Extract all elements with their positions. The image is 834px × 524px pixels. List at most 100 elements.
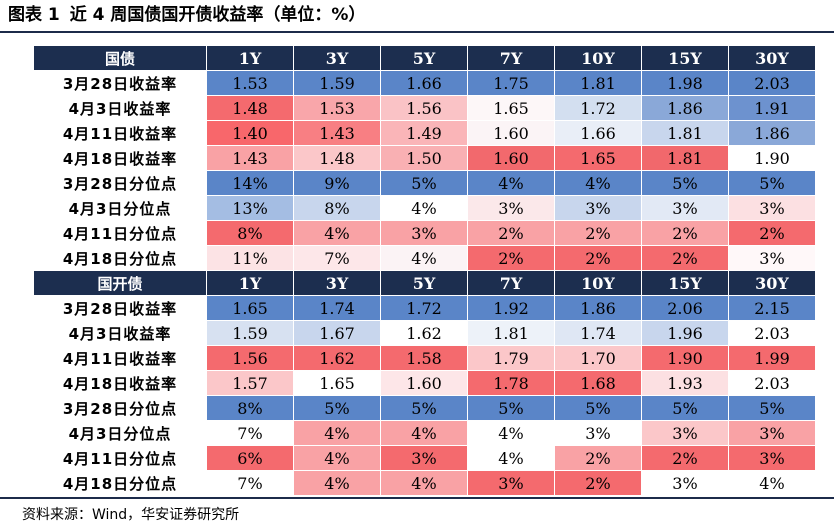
section-header-row: 国开债 1Y 3Y 5Y 7Y 10Y 15Y 30Y bbox=[33, 270, 816, 296]
row-label: 3月28日收益率 bbox=[33, 70, 207, 96]
value-cell: 3% bbox=[641, 470, 729, 496]
value-cell: 1.66 bbox=[380, 70, 468, 96]
row-label: 4月11日分位点 bbox=[33, 445, 207, 471]
row-label: 4月11日分位点 bbox=[33, 220, 207, 246]
row-label: 3月28日收益率 bbox=[33, 295, 207, 321]
value-cell: 1.90 bbox=[728, 145, 816, 171]
section-name: 国债 bbox=[33, 45, 207, 71]
value-cell: 5% bbox=[380, 395, 468, 421]
value-cell: 2% bbox=[641, 220, 729, 246]
table-row: 3月28日收益率 1.65 1.74 1.72 1.92 1.86 2.06 2.15 bbox=[33, 295, 816, 321]
table-row: 4月18日分位点 7% 4% 4% 3% 2% 3% 4% bbox=[33, 470, 816, 496]
value-cell: 1.59 bbox=[206, 320, 294, 346]
value-cell: 1.60 bbox=[467, 145, 555, 171]
value-cell: 1.62 bbox=[380, 320, 468, 346]
column-header: 1Y bbox=[206, 270, 294, 296]
value-cell: 1.81 bbox=[641, 120, 729, 146]
table-row: 4月3日分位点 13% 8% 4% 3% 3% 3% 3% bbox=[33, 195, 816, 221]
value-cell: 1.48 bbox=[206, 95, 294, 121]
value-cell: 1.53 bbox=[206, 70, 294, 96]
value-cell: 4% bbox=[467, 445, 555, 471]
value-cell: 1.90 bbox=[641, 345, 729, 371]
column-header: 10Y bbox=[554, 270, 642, 296]
value-cell: 4% bbox=[380, 420, 468, 446]
value-cell: 2.15 bbox=[728, 295, 816, 321]
table-row: 3月28日分位点 14% 9% 5% 4% 4% 5% 5% bbox=[33, 170, 816, 196]
value-cell: 1.96 bbox=[641, 320, 729, 346]
value-cell: 8% bbox=[293, 195, 381, 221]
table-row: 4月18日收益率 1.57 1.65 1.60 1.78 1.68 1.93 2.03 bbox=[33, 370, 816, 396]
value-cell: 2.03 bbox=[728, 70, 816, 96]
value-cell: 3% bbox=[728, 195, 816, 221]
value-cell: 2% bbox=[554, 220, 642, 246]
table-row: 4月11日分位点 6% 4% 3% 4% 2% 2% 3% bbox=[33, 445, 816, 471]
value-cell: 1.66 bbox=[554, 120, 642, 146]
value-cell: 1.60 bbox=[467, 120, 555, 146]
column-header: 30Y bbox=[728, 270, 816, 296]
value-cell: 2.06 bbox=[641, 295, 729, 321]
value-cell: 2% bbox=[554, 245, 642, 271]
column-header: 7Y bbox=[467, 270, 555, 296]
value-cell: 5% bbox=[467, 395, 555, 421]
value-cell: 3% bbox=[641, 420, 729, 446]
figure-title-text: 近 4 周国债国开债收益率（单位：%） bbox=[69, 5, 366, 25]
value-cell: 4% bbox=[293, 420, 381, 446]
value-cell: 1.65 bbox=[554, 145, 642, 171]
row-label: 4月11日收益率 bbox=[33, 120, 207, 146]
value-cell: 3% bbox=[467, 470, 555, 496]
row-label: 4月18日收益率 bbox=[33, 145, 207, 171]
value-cell: 4% bbox=[293, 470, 381, 496]
value-cell: 1.65 bbox=[293, 370, 381, 396]
value-cell: 1.58 bbox=[380, 345, 468, 371]
value-cell: 3% bbox=[380, 445, 468, 471]
value-cell: 3% bbox=[380, 220, 468, 246]
value-cell: 5% bbox=[641, 170, 729, 196]
value-cell: 1.72 bbox=[380, 295, 468, 321]
value-cell: 2% bbox=[467, 245, 555, 271]
value-cell: 4% bbox=[293, 220, 381, 246]
value-cell: 1.99 bbox=[728, 345, 816, 371]
value-cell: 1.62 bbox=[293, 345, 381, 371]
value-cell: 4% bbox=[467, 420, 555, 446]
value-cell: 2% bbox=[641, 245, 729, 271]
column-header: 5Y bbox=[380, 45, 468, 71]
value-cell: 1.74 bbox=[293, 295, 381, 321]
column-header: 15Y bbox=[641, 45, 729, 71]
table-row: 4月3日收益率 1.48 1.53 1.56 1.65 1.72 1.86 1.91 bbox=[33, 95, 816, 121]
value-cell: 1.92 bbox=[467, 295, 555, 321]
row-label: 4月11日收益率 bbox=[33, 345, 207, 371]
value-cell: 1.53 bbox=[293, 95, 381, 121]
table-row: 4月11日收益率 1.40 1.43 1.49 1.60 1.66 1.81 1.86 bbox=[33, 120, 816, 146]
value-cell: 2% bbox=[554, 470, 642, 496]
row-label: 4月3日分位点 bbox=[33, 195, 207, 221]
value-cell: 4% bbox=[728, 470, 816, 496]
value-cell: 1.60 bbox=[380, 370, 468, 396]
value-cell: 1.75 bbox=[467, 70, 555, 96]
table-row: 3月28日分位点 8% 5% 5% 5% 5% 5% 5% bbox=[33, 395, 816, 421]
value-cell: 1.68 bbox=[554, 370, 642, 396]
figure-title: 图表 1 近 4 周国债国开债收益率（单位：%） bbox=[8, 2, 375, 28]
value-cell: 1.91 bbox=[728, 95, 816, 121]
value-cell: 2% bbox=[728, 220, 816, 246]
table-row: 3月28日收益率 1.53 1.59 1.66 1.75 1.81 1.98 2.03 bbox=[33, 70, 816, 96]
table-row: 4月3日收益率 1.59 1.67 1.62 1.81 1.74 1.96 2.03 bbox=[33, 320, 816, 346]
value-cell: 1.65 bbox=[467, 95, 555, 121]
table-row: 4月18日分位点 11% 7% 4% 2% 2% 2% 3% bbox=[33, 245, 816, 271]
value-cell: 3% bbox=[641, 195, 729, 221]
value-cell: 6% bbox=[206, 445, 294, 471]
value-cell: 1.74 bbox=[554, 320, 642, 346]
value-cell: 4% bbox=[554, 170, 642, 196]
figure-number: 图表 1 bbox=[8, 5, 60, 25]
value-cell: 2.03 bbox=[728, 320, 816, 346]
value-cell: 11% bbox=[206, 245, 294, 271]
value-cell: 1.56 bbox=[380, 95, 468, 121]
top-rule bbox=[0, 31, 834, 33]
value-cell: 7% bbox=[206, 470, 294, 496]
row-label: 4月18日收益率 bbox=[33, 370, 207, 396]
yield-table: 国债 1Y 3Y 5Y 7Y 10Y 15Y 30Y 3月28日收益率 1.53 1.59 1.66 1… bbox=[33, 45, 816, 496]
column-header: 3Y bbox=[293, 270, 381, 296]
column-header: 3Y bbox=[293, 45, 381, 71]
value-cell: 5% bbox=[380, 170, 468, 196]
value-cell: 2% bbox=[554, 445, 642, 471]
value-cell: 3% bbox=[467, 195, 555, 221]
